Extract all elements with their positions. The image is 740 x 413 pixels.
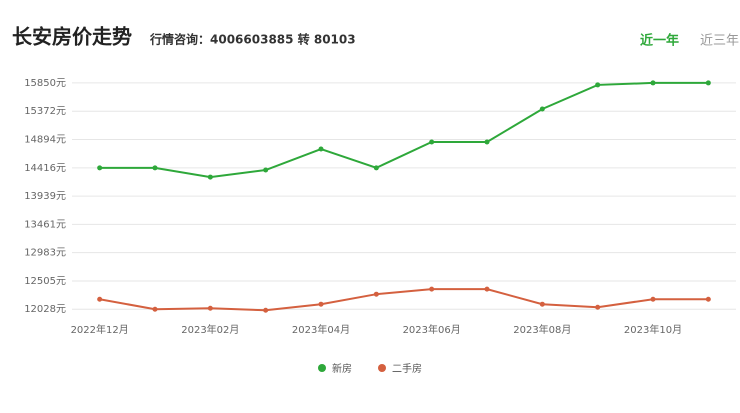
data-point: [318, 146, 324, 152]
data-point: [263, 167, 269, 173]
y-tick-label: 12028元: [24, 304, 66, 315]
x-tick-label: 2023年06月: [403, 323, 461, 336]
series-line: [99, 288, 709, 312]
data-point: [152, 306, 158, 312]
data-point: [539, 106, 545, 112]
tab-active[interactable]: 近一年: [640, 33, 679, 49]
legend-label: 二手房: [392, 362, 422, 375]
data-point: [429, 286, 435, 292]
y-tick-label: 12505元: [24, 276, 66, 287]
data-point: [484, 139, 490, 145]
data-point: [373, 291, 379, 297]
y-tick-label: 15372元: [24, 106, 66, 117]
legend-marker: [378, 364, 386, 372]
x-tick-label: 2022年12月: [71, 323, 129, 336]
tab[interactable]: 近三年: [700, 34, 739, 49]
y-tick-label: 14894元: [24, 135, 66, 146]
data-point: [97, 165, 103, 171]
data-point: [97, 296, 103, 302]
data-point: [207, 174, 213, 180]
legend-marker: [318, 364, 326, 372]
data-point: [650, 296, 656, 302]
data-point: [207, 305, 213, 311]
data-point: [595, 82, 601, 88]
chart-subtitle: 行情咨询：4006603885 转 80103: [149, 32, 356, 47]
x-tick-label: 2023年04月: [292, 323, 350, 336]
data-point: [650, 80, 656, 86]
data-point: [263, 307, 269, 313]
x-tick-label: 2023年02月: [181, 323, 239, 336]
data-point: [539, 301, 545, 307]
y-tick-label: 14416元: [24, 163, 66, 174]
x-tick-label: 2023年08月: [513, 323, 571, 336]
data-point: [484, 286, 490, 292]
y-tick-label: 15850元: [24, 78, 66, 89]
series-line: [99, 81, 709, 179]
data-point: [318, 301, 324, 307]
data-point: [152, 165, 158, 171]
legend-label: 新房: [332, 362, 352, 375]
data-point: [705, 80, 711, 86]
y-tick-label: 13461元: [24, 219, 66, 230]
data-point: [705, 296, 711, 302]
data-point: [373, 165, 379, 171]
x-tick-label: 2023年10月: [624, 323, 682, 336]
y-tick-label: 13939元: [24, 191, 66, 202]
data-point: [595, 304, 601, 310]
chart-title: 长安房价走势: [12, 25, 132, 49]
y-tick-label: 12983元: [24, 248, 66, 259]
data-point: [429, 139, 435, 145]
